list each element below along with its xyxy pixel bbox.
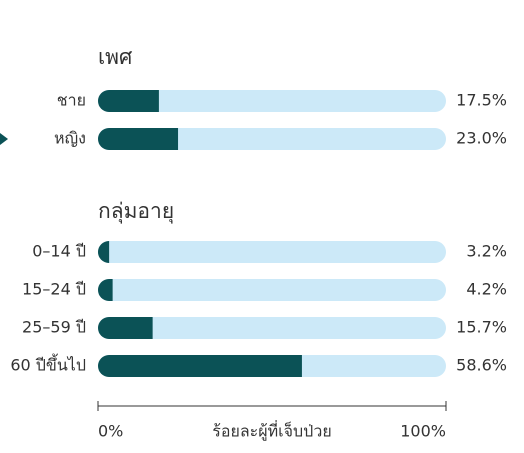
bar-track xyxy=(98,279,446,301)
bar xyxy=(98,90,159,112)
x-axis-label: ร้อยละผู้ที่เจ็บป่วย xyxy=(212,420,331,442)
category-label: 15–24 ปี xyxy=(22,280,86,299)
group-title: เพศ xyxy=(98,45,133,69)
value-label: 4.2% xyxy=(466,280,507,299)
group-title: กลุ่มอายุ xyxy=(98,199,174,224)
bar-track xyxy=(98,128,446,150)
bar xyxy=(98,355,302,377)
bar-track xyxy=(98,241,446,263)
bar xyxy=(98,279,113,301)
value-label: 3.2% xyxy=(466,242,507,261)
bar xyxy=(98,128,179,150)
bar xyxy=(98,317,153,339)
category-label: หญิง xyxy=(54,129,86,148)
bar-track xyxy=(98,317,446,339)
value-label: 17.5% xyxy=(456,91,507,110)
category-label: 25–59 ปี xyxy=(22,318,86,337)
category-label: 60 ปีขึ้นไป xyxy=(10,354,86,375)
category-label: ชาย xyxy=(57,91,86,110)
x-tick-label: 100% xyxy=(400,422,446,441)
bar-track xyxy=(98,90,446,112)
bar xyxy=(98,241,110,263)
selection-arrow xyxy=(0,133,8,145)
value-label: 58.6% xyxy=(456,356,507,375)
x-tick-label: 0% xyxy=(98,422,123,441)
value-label: 15.7% xyxy=(456,318,507,337)
value-label: 23.0% xyxy=(456,129,507,148)
category-label: 0–14 ปี xyxy=(32,242,86,261)
